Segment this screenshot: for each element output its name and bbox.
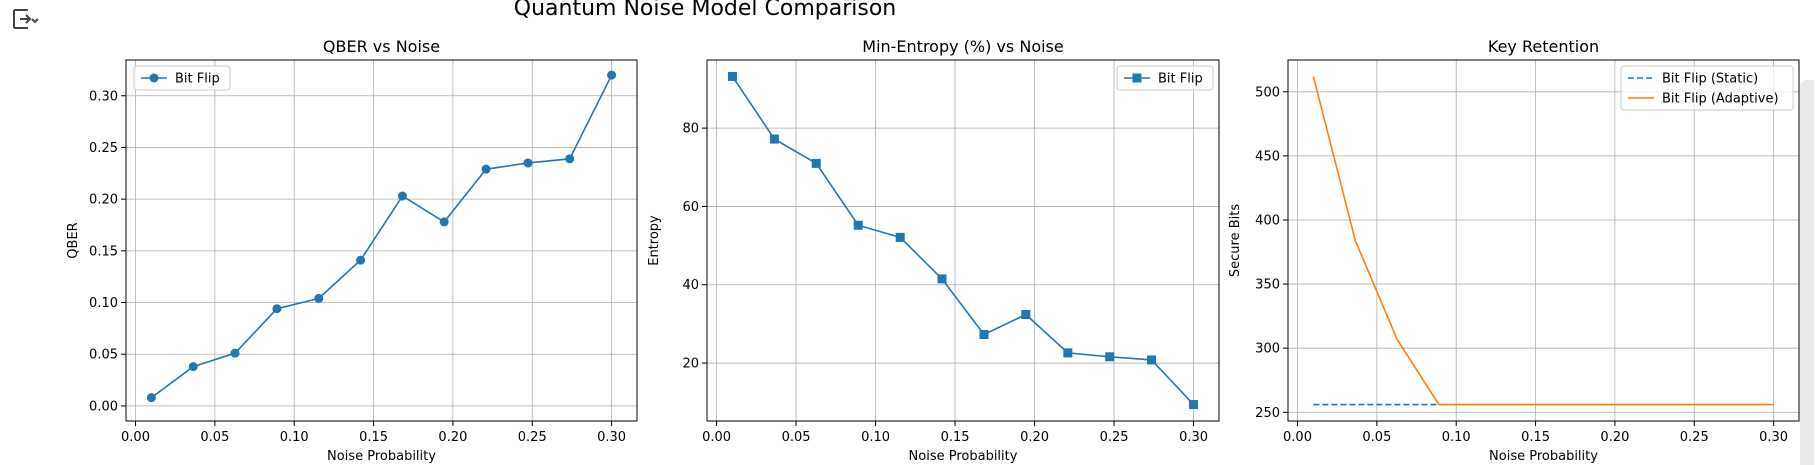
x-tick-label: 0.25 <box>518 430 547 445</box>
x-tick-label: 0.05 <box>782 430 811 445</box>
y-tick-label: 0.20 <box>89 193 118 208</box>
y-tick-label: 450 <box>1255 149 1280 164</box>
y-tick-label: 500 <box>1255 85 1280 100</box>
chart-title: Min-Entropy (%) vs Noise <box>862 37 1063 56</box>
x-tick-label: 0.30 <box>1179 430 1208 445</box>
legend: Bit Flip <box>1116 65 1214 91</box>
x-tick-label: 0.20 <box>1600 430 1629 445</box>
y-tick-label: 0.25 <box>89 141 118 156</box>
data-point <box>937 274 947 284</box>
legend-marker <box>149 73 159 83</box>
series-line-2 <box>1312 76 1774 406</box>
y-axis-label: QBER <box>66 222 81 258</box>
x-tick-label: 0.05 <box>1362 430 1391 445</box>
y-tick-label: 250 <box>1255 406 1280 421</box>
chart-panel-2: 0.00 0.05 0.10 0.15 0.20 0.25 0.30 20 40 60 80 Min-… <box>647 37 1220 464</box>
y-tick-label: 0.10 <box>89 296 118 311</box>
data-point <box>895 232 905 242</box>
legend-label: Bit Flip (Adaptive) <box>1662 92 1779 107</box>
y-tick-label: 0.00 <box>89 399 118 414</box>
y-tick-label: 350 <box>1255 278 1280 293</box>
data-point <box>1147 355 1157 365</box>
x-tick-label: 0.20 <box>1020 430 1049 445</box>
y-tick-label: 0.15 <box>89 244 118 259</box>
data-point <box>356 255 366 265</box>
legend-label: Bit Flip <box>1158 72 1203 87</box>
x-tick-label: 0.10 <box>1442 430 1471 445</box>
y-tick-label: 40 <box>682 278 699 293</box>
data-point <box>769 134 779 144</box>
x-tick-label: 0.10 <box>861 430 890 445</box>
data-point <box>979 329 989 339</box>
x-axis-label: Noise Probability <box>327 449 436 464</box>
chart-panel-1: 0.00 0.05 0.10 0.15 0.20 0.25 0.30 0.00 0.05 0.10… <box>66 37 638 464</box>
y-tick-label: 300 <box>1255 342 1280 357</box>
y-tick-label: 0.30 <box>89 89 118 104</box>
data-point <box>1063 348 1073 358</box>
data-point <box>607 70 617 80</box>
legend: Bit Flip <box>133 65 231 91</box>
axes-frame <box>125 59 638 422</box>
x-axis-label: Noise Probability <box>909 449 1018 464</box>
data-point <box>727 71 737 81</box>
expand-collapse-icon-glyph <box>13 9 39 29</box>
y-tick-label: 20 <box>682 357 699 372</box>
legend-marker <box>1132 73 1142 83</box>
y-axis-label: Entropy <box>647 215 662 266</box>
data-point <box>1021 310 1031 320</box>
y-tick-label: 80 <box>682 122 699 137</box>
axes-frame <box>1287 59 1800 422</box>
axes-frame <box>706 59 1220 422</box>
data-point <box>565 154 575 164</box>
series-line-1 <box>731 75 1195 406</box>
data-point <box>1105 352 1115 362</box>
x-tick-label: 0.10 <box>280 430 309 445</box>
x-axis-label: Noise Probability <box>1489 449 1598 464</box>
legend-box <box>1620 65 1794 111</box>
y-tick-label: 0.05 <box>89 348 118 363</box>
chart-title: QBER vs Noise <box>323 37 440 56</box>
x-tick-label: 0.20 <box>438 430 467 445</box>
data-point <box>853 220 863 230</box>
x-tick-label: 0.25 <box>1100 430 1129 445</box>
x-tick-label: 0.00 <box>1283 430 1312 445</box>
data-point <box>481 164 491 174</box>
chart-panel-3: 0.00 0.05 0.10 0.15 0.20 0.25 0.30 250 300 350 400… <box>1228 37 1800 464</box>
x-tick-label: 0.15 <box>941 430 970 445</box>
data-point <box>314 293 324 303</box>
expand-collapse-icon[interactable] <box>10 6 40 32</box>
series-line-1 <box>150 74 613 399</box>
data-point <box>439 217 449 227</box>
x-tick-label: 0.05 <box>200 430 229 445</box>
data-point <box>146 393 156 403</box>
data-point <box>397 191 407 201</box>
x-tick-label: 0.15 <box>1521 430 1550 445</box>
data-point <box>523 158 533 168</box>
chart-title: Key Retention <box>1488 37 1599 56</box>
legend: Bit Flip (Static) Bit Flip (Adaptive) <box>1620 65 1794 111</box>
x-tick-label: 0.15 <box>359 430 388 445</box>
y-axis-label: Secure Bits <box>1228 204 1243 277</box>
x-tick-label: 0.25 <box>1680 430 1709 445</box>
y-tick-label: 400 <box>1255 213 1280 228</box>
x-tick-label: 0.00 <box>702 430 731 445</box>
legend-label: Bit Flip (Static) <box>1662 72 1758 87</box>
data-point <box>272 304 282 314</box>
legend-box <box>133 65 231 91</box>
x-tick-label: 0.30 <box>1759 430 1788 445</box>
x-tick-label: 0.30 <box>597 430 626 445</box>
data-point <box>230 348 240 358</box>
y-tick-label: 60 <box>682 200 699 215</box>
legend-label: Bit Flip <box>175 72 220 87</box>
x-tick-label: 0.00 <box>121 430 150 445</box>
data-point <box>811 158 821 168</box>
legend-box <box>1116 65 1214 91</box>
data-point <box>188 362 198 372</box>
vertical-scrollbar[interactable] <box>1800 80 1814 465</box>
figure-suptitle: Quantum Noise Model Comparison <box>514 0 896 21</box>
data-point <box>1189 400 1199 410</box>
